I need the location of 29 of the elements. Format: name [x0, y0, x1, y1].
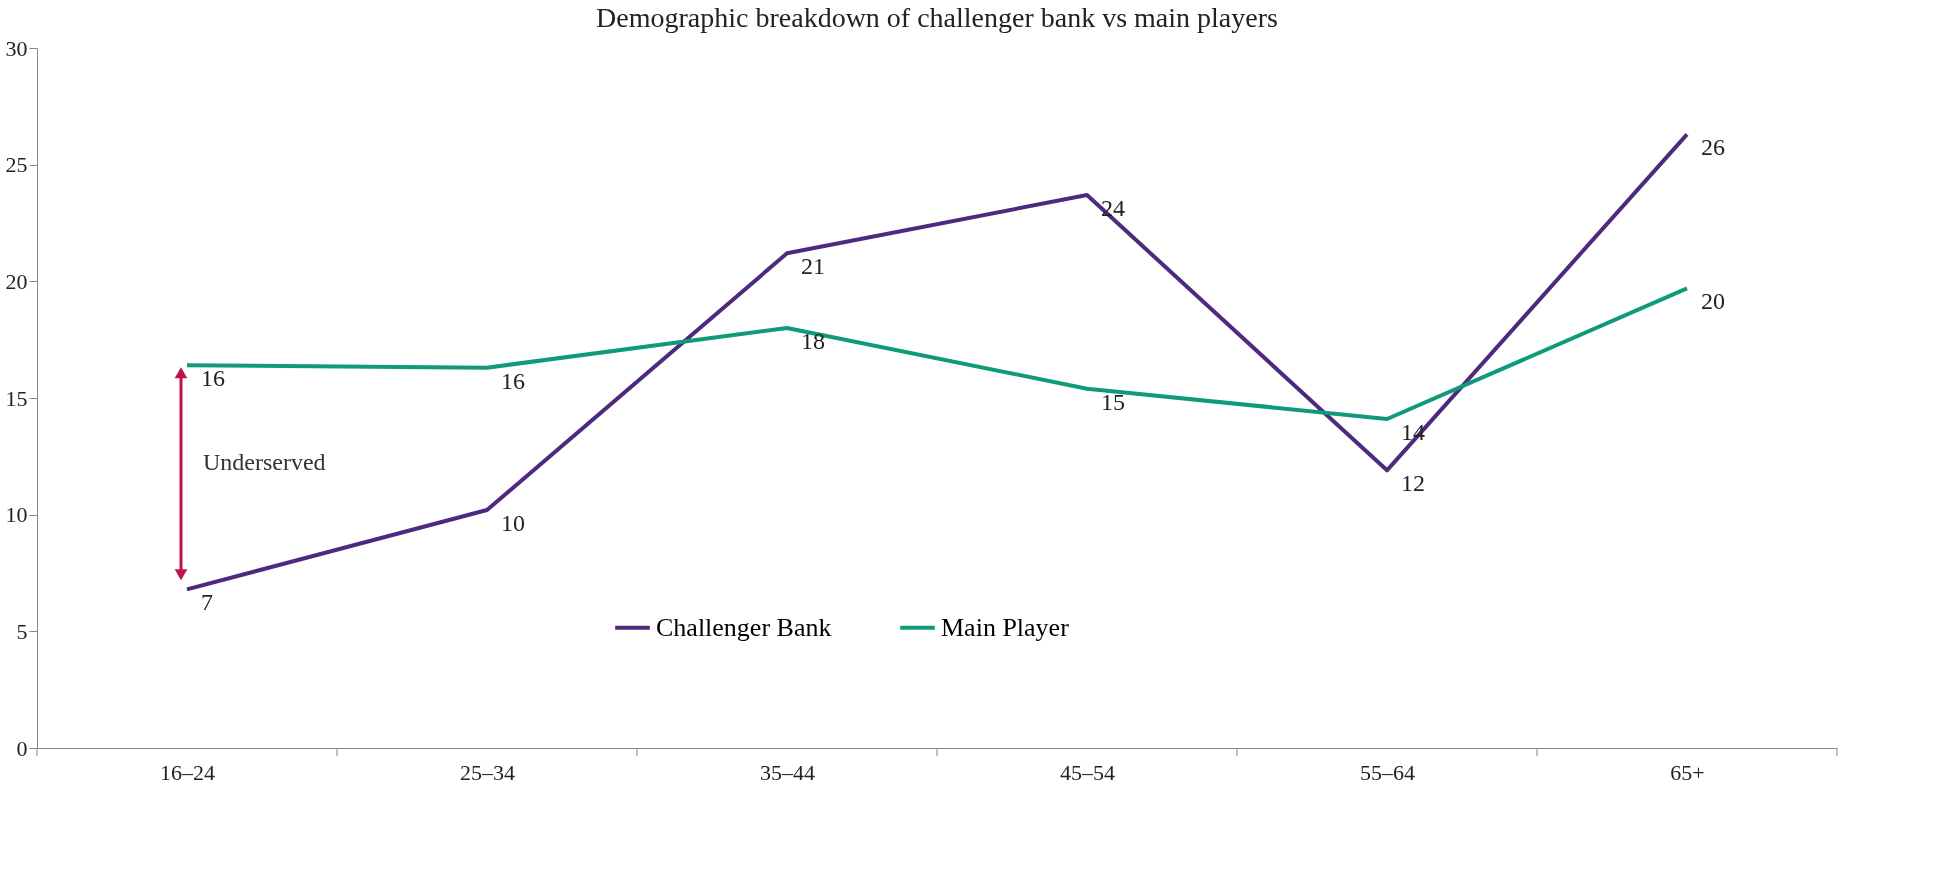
- data-label: 20: [1701, 288, 1725, 315]
- x-tick-label: 55–64: [1360, 759, 1415, 785]
- line-series: [185, 132, 1689, 592]
- data-label: 18: [801, 328, 825, 354]
- y-tick-label: 30: [5, 35, 28, 61]
- y-tick-label: 0: [16, 735, 28, 761]
- x-tick-label: 45–54: [1060, 759, 1115, 785]
- data-label: 21: [801, 253, 825, 280]
- annotation: Underserved: [203, 449, 326, 476]
- y-tick-label: 15: [5, 385, 28, 411]
- y-tick-label: 20: [5, 268, 28, 294]
- data-label: 7: [201, 589, 213, 616]
- data-label: 16: [201, 365, 225, 392]
- x-tick-label: 35–44: [760, 759, 815, 785]
- data-label: 12: [1401, 470, 1425, 497]
- x-tick-label: 25–34: [460, 759, 515, 785]
- data-label: 10: [501, 510, 525, 536]
- data-label: 26: [1701, 134, 1725, 161]
- y-tick-label: 5: [16, 618, 28, 644]
- chart-title: Demographic breakdown of challenger bank vs main players: [596, 2, 1278, 33]
- data-label: 16: [501, 367, 525, 394]
- legend-label: Challenger Bank: [656, 612, 832, 642]
- x-tick-label: 16–24: [160, 759, 215, 785]
- y-tick-label: 25: [5, 152, 28, 178]
- legend-label: Main Player: [941, 612, 1070, 642]
- y-tick-label: 10: [5, 502, 28, 528]
- data-label: 24: [1101, 195, 1125, 221]
- x-tick-label: 65+: [1670, 759, 1705, 785]
- data-label: 15: [1101, 388, 1125, 415]
